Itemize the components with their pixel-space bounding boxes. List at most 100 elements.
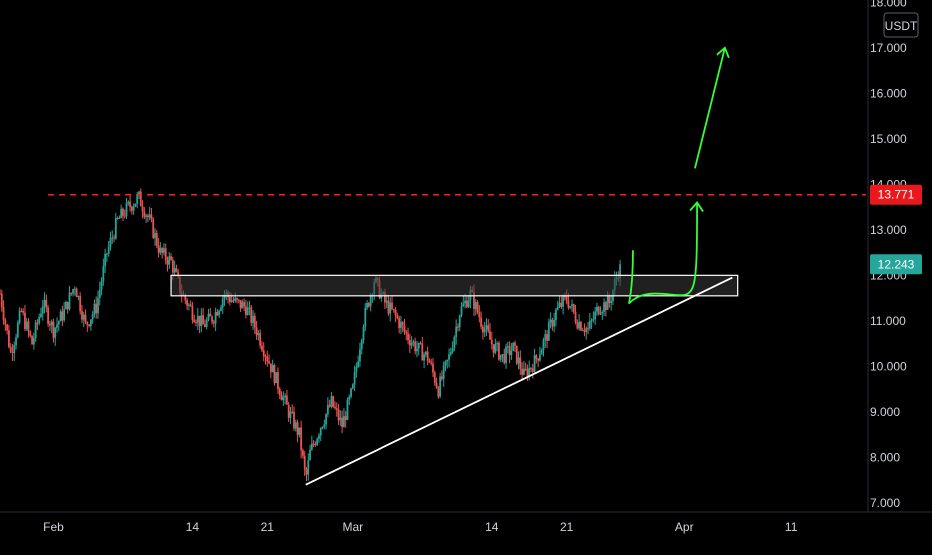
candle-body [542, 340, 545, 350]
candle-body [604, 302, 607, 311]
candle-body [113, 237, 115, 239]
candle-body [2, 307, 5, 320]
candle-body [52, 321, 55, 338]
candle-body [619, 264, 621, 279]
x-tick-label: Apr [675, 520, 694, 534]
candle-body [45, 299, 48, 308]
candle-body [540, 349, 543, 355]
candle-body [8, 330, 10, 348]
candle-body [515, 345, 518, 364]
candle-body [29, 331, 32, 336]
candle-body [148, 214, 151, 218]
candle-body [88, 324, 90, 326]
candle-body [546, 334, 548, 341]
candle-body [571, 304, 573, 306]
candle-body [155, 233, 158, 246]
candle-body [514, 342, 516, 346]
x-axis[interactable]: Feb 14 21 Mar 14 21 Apr 11 [43, 520, 798, 534]
candle-body [250, 307, 253, 323]
candle-body [547, 322, 550, 341]
candle-body [20, 310, 23, 312]
currency-badge[interactable]: USDT [883, 12, 919, 38]
candle-body [278, 388, 281, 396]
candle-body [150, 214, 153, 219]
candle-body [569, 305, 572, 308]
candle-body [579, 322, 582, 331]
candle-body [400, 322, 402, 329]
candle-body [84, 314, 87, 322]
candle-body [307, 460, 310, 475]
candle-body [38, 317, 41, 324]
candle-body [177, 271, 180, 277]
candle-body [300, 427, 303, 451]
candle-body [34, 322, 37, 339]
candle-body [291, 411, 294, 413]
candle-body [481, 326, 484, 333]
candle-body [114, 218, 117, 239]
candle-body [269, 363, 272, 373]
candle-body [578, 322, 581, 329]
candle-body [164, 248, 167, 260]
candle-body [576, 322, 579, 329]
candle-body [601, 311, 604, 314]
candle-body [485, 325, 488, 329]
candle-body [416, 348, 418, 352]
candle-body [209, 313, 212, 317]
x-tick-label: Mar [342, 520, 363, 534]
y-tick-label: 10.000 [870, 359, 907, 373]
y-tick-label: 7.000 [870, 496, 900, 510]
candle-body [449, 352, 452, 355]
candle-body [405, 331, 408, 334]
candle-body [464, 300, 466, 304]
candle-body [487, 325, 490, 332]
candle-body [530, 367, 532, 369]
candle-body [403, 325, 406, 332]
candle-body [414, 341, 417, 352]
candle-body [97, 298, 99, 314]
candle-body [501, 354, 504, 356]
candle-body [18, 310, 21, 323]
candle-body [519, 357, 522, 369]
candle-body [259, 333, 262, 346]
candle-body [134, 203, 137, 207]
candle-body [98, 289, 101, 299]
candle-body [590, 319, 593, 321]
candle-body [48, 323, 51, 326]
candle-body [122, 208, 124, 216]
candle-body [70, 292, 73, 294]
candle-body [261, 345, 263, 351]
candle-body [145, 215, 148, 217]
candle-body [170, 256, 172, 260]
candle-body [585, 328, 588, 332]
candle-body [360, 340, 363, 350]
candle-body [107, 246, 110, 254]
candle-body [521, 368, 523, 375]
candle-body [236, 298, 238, 300]
candle-body [202, 315, 205, 325]
candle-body [86, 321, 89, 325]
candle-body [458, 315, 461, 328]
support-zone-rect[interactable] [170, 274, 739, 297]
candle-body [75, 288, 78, 298]
candle-body [154, 233, 156, 238]
candle-body [125, 202, 128, 216]
candle-body [230, 300, 233, 302]
candle-body [597, 306, 600, 314]
candle-body [594, 311, 597, 320]
candle-body [141, 206, 144, 212]
candle-body [417, 342, 420, 349]
candle-body [396, 315, 399, 319]
ascending-trendline[interactable] [305, 276, 733, 486]
candle-body [351, 384, 354, 389]
candle-body [189, 304, 192, 307]
candle-body [13, 345, 16, 354]
candle-body [408, 340, 411, 346]
candle-body [36, 322, 39, 324]
candle-body [367, 303, 370, 307]
candle-body [66, 301, 69, 310]
y-tick-label: 16.000 [870, 86, 907, 100]
candle-body [157, 245, 160, 253]
candle-body [556, 306, 559, 310]
